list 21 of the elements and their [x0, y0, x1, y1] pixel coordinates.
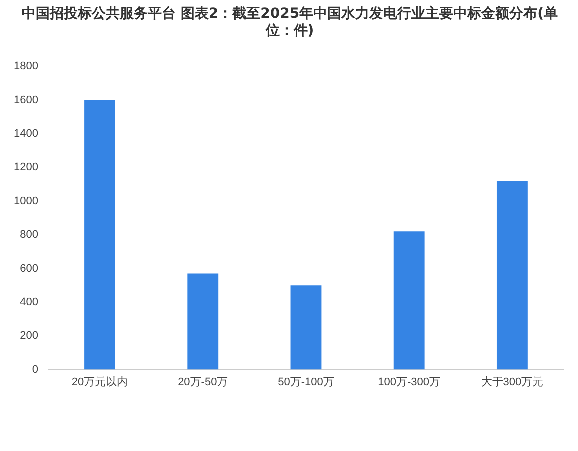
bar — [290, 286, 322, 370]
y-tick-label: 600 — [20, 262, 38, 275]
x-tick-label: 100万-300万 — [378, 376, 441, 388]
bar — [84, 100, 116, 370]
bar — [188, 274, 219, 370]
y-tick-label: 200 — [20, 330, 38, 342]
x-tick-label: 20万元以内 — [72, 375, 128, 388]
y-tick-label: 800 — [20, 229, 38, 242]
y-tick-label: 1600 — [14, 94, 38, 106]
y-tick-label: 1800 — [14, 60, 38, 73]
bar — [394, 232, 425, 370]
y-tick-label: 0 — [32, 364, 38, 376]
x-tick-label: 大于300万元 — [481, 375, 544, 388]
y-tick-label: 1200 — [14, 162, 38, 174]
y-tick-label: 1000 — [14, 195, 38, 208]
bar — [496, 181, 528, 370]
x-tick-label: 20万-50万 — [178, 376, 228, 388]
y-tick-label: 1400 — [14, 128, 38, 140]
y-tick-label: 400 — [20, 296, 38, 308]
chart-title: 中国招投标公共服务平台 图表2：截至2025年中国水力发电行业主要中标金额分布(单位：件) — [21, 6, 559, 40]
x-tick-label: 50万-100万 — [278, 376, 334, 388]
